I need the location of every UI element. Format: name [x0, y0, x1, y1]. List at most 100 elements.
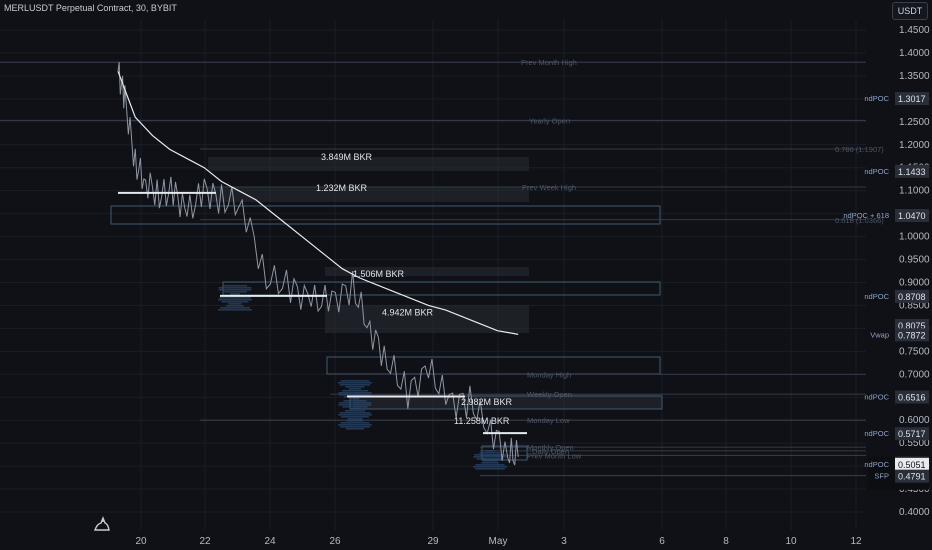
volume-profile-bar	[343, 400, 367, 402]
price-tag-value: 0.5717	[898, 429, 926, 439]
y-tick-label: 0.7000	[899, 369, 930, 380]
volume-profile-bar	[339, 384, 371, 386]
y-tick-label: 0.5500	[899, 438, 930, 449]
volume-profile-bar	[218, 299, 252, 301]
y-tick-label: 1.4500	[899, 25, 930, 36]
price-tag-label: ndPOC + 618	[843, 211, 889, 220]
price-tag-value: 1.1433	[898, 167, 926, 177]
volume-profile-bar	[340, 380, 370, 382]
y-tick-label: 0.8500	[899, 300, 930, 311]
x-tick-label: 29	[427, 536, 439, 547]
y-tick-label: 0.6000	[899, 415, 930, 426]
x-tick-label: 10	[785, 536, 797, 547]
volume-profile-bar	[345, 410, 365, 412]
vwap-series-line	[117, 71, 519, 335]
y-tick-label: 1.2500	[899, 117, 930, 128]
volume-profile-bar	[347, 418, 363, 420]
y-tick-label: 1.0000	[899, 232, 930, 243]
price-tag-value: 0.6516	[898, 393, 926, 403]
y-tick-label: 0.9000	[899, 277, 930, 288]
x-tick-label: May	[489, 536, 508, 547]
bkr-label: 1.506M BKR	[353, 269, 405, 279]
volume-profile-bar	[218, 309, 252, 311]
x-tick-label: 6	[659, 536, 665, 547]
volume-profile-bar	[476, 458, 504, 460]
bkr-label: 3.849M BKR	[321, 152, 373, 162]
y-tick-label: 1.2000	[899, 140, 930, 151]
volume-profile-bar	[350, 398, 360, 400]
volume-profile-bar	[342, 390, 368, 392]
volume-profile-bar	[338, 392, 372, 394]
y-tick-label: 0.4000	[899, 507, 930, 518]
level-label: Weekly Open	[527, 390, 572, 399]
y-tick-label: 0.9500	[899, 255, 930, 266]
level-label: Prev Month Low	[527, 451, 582, 460]
level-label: Monthly Open	[527, 443, 574, 452]
volume-profile-bar	[483, 460, 497, 462]
level-label: Prev Week High	[522, 183, 576, 192]
level-label: Monday Low	[527, 416, 570, 425]
currency-button[interactable]: USDT	[892, 2, 928, 20]
volume-profile-bar	[226, 305, 244, 307]
volume-profile-bar	[218, 287, 252, 289]
volume-profile-bar	[349, 408, 361, 410]
volume-profile-bar	[222, 291, 248, 293]
x-tick-label: 3	[561, 536, 567, 547]
price-tag-value: 1.3017	[898, 94, 926, 104]
bkr-zone	[325, 267, 529, 276]
volume-profile-bar	[220, 307, 250, 309]
chart-title: MERLUSDT Perpetual Contract, 30, BYBIT	[4, 3, 177, 13]
level-label: Yearly Open	[529, 116, 570, 125]
y-tick-label: 1.3500	[899, 71, 930, 82]
price-tag-value: 0.8075	[898, 321, 926, 331]
volume-profile-bar	[475, 464, 505, 466]
volume-profile-bar	[340, 426, 370, 428]
price-tag-label: ndPOC	[864, 429, 889, 438]
level-label: 0.786 (1.1907)	[835, 145, 884, 154]
volume-profile-bar	[475, 468, 505, 470]
volume-profile-bar	[479, 452, 501, 454]
price-tag-box	[895, 328, 929, 342]
level-label: Prev Month High	[521, 58, 577, 67]
volume-profile-bar	[473, 466, 507, 468]
volume-profile-bar	[228, 303, 242, 305]
price-tag-value: 0.7872	[898, 330, 926, 340]
price-tag-box	[895, 92, 929, 106]
volume-profile-bar	[222, 285, 248, 287]
level-label: Monday High	[527, 370, 571, 379]
volume-profile-bar	[340, 422, 370, 424]
price-series-line	[117, 61, 519, 466]
volume-profile-bar	[342, 406, 368, 408]
bkr-zone	[353, 394, 662, 409]
price-tag-box	[895, 208, 929, 222]
price-tag-label: ndPOC	[864, 292, 889, 301]
volume-profile-bar	[219, 297, 251, 299]
price-tag-label: ndPOC	[864, 94, 889, 103]
price-tag-box	[895, 427, 929, 441]
price-tag-value: 0.8708	[898, 292, 926, 302]
price-tag-box	[895, 289, 929, 303]
current-price-box	[895, 457, 929, 471]
volume-profile-bar	[345, 428, 365, 430]
volume-profile-bar	[338, 414, 372, 416]
bkr-zone	[208, 187, 529, 202]
price-tag-box	[895, 164, 929, 178]
bkr-zone	[208, 157, 529, 171]
volume-profile-bar	[481, 462, 499, 464]
volume-profile-bar	[338, 382, 372, 384]
price-tag-label: SFP	[874, 472, 889, 481]
bkr-zone	[325, 305, 529, 333]
volume-profile-bar	[338, 404, 372, 406]
y-tick-label: 1.1000	[899, 186, 930, 197]
price-tag-label: ndPOC	[864, 460, 889, 469]
volume-profile-bar	[345, 386, 365, 388]
bkr-label: 2.982M BKR	[461, 397, 513, 407]
price-tag-box	[895, 390, 929, 404]
volume-profile-bar	[473, 456, 507, 458]
volume-profile-bar	[341, 416, 369, 418]
x-tick-label: 22	[199, 536, 211, 547]
volume-profile-bar	[484, 450, 496, 452]
volume-profile-bar	[230, 293, 240, 295]
x-tick-label: 12	[850, 536, 862, 547]
